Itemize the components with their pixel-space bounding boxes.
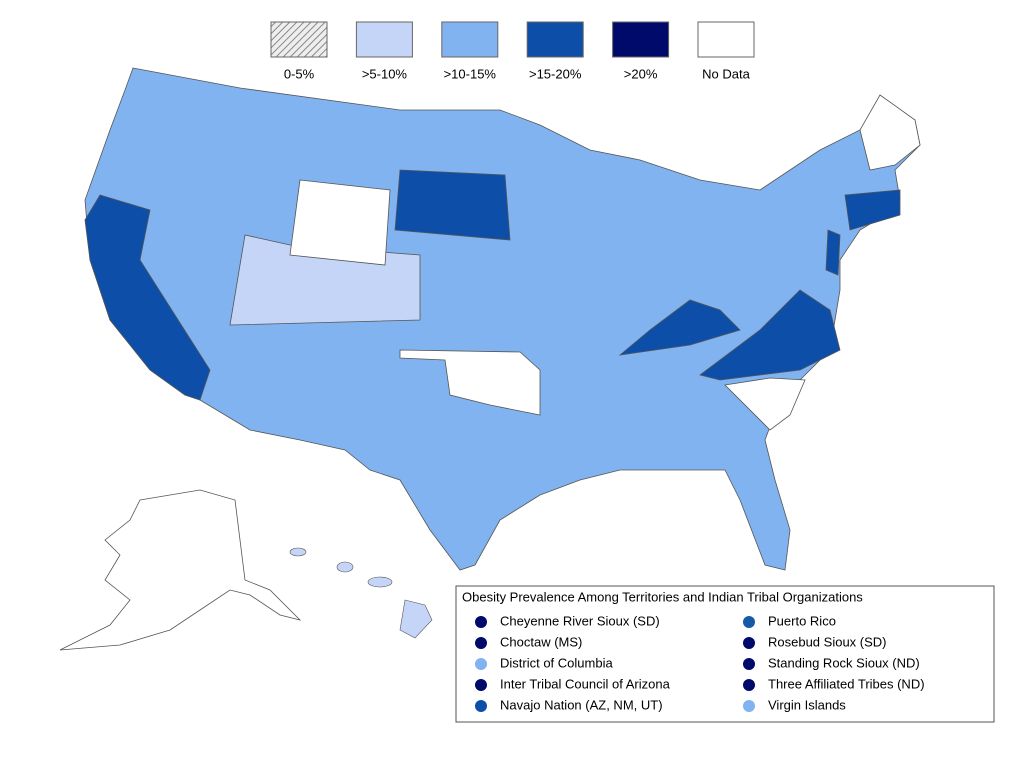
territory-name: Rosebud Sioux (SD) [768,634,887,649]
legend-label: No Data [702,66,750,81]
legend-label: >20% [624,66,658,81]
state-california [84,194,211,401]
state-wyoming [289,179,391,266]
territories-box: Obesity Prevalence Among Territories and… [455,585,995,723]
territory-dot [475,700,487,712]
territory-dot [475,637,487,649]
box-frame [455,585,995,723]
legend-swatch [355,21,413,58]
territory-name: Cheyenne River Sioux (SD) [500,613,660,628]
territory-name: District of Columbia [500,655,613,670]
territory-dot [475,658,487,670]
hawaii-island [336,561,354,573]
state-virginia-nc [699,289,841,381]
legend-label: >5-10% [362,66,408,81]
territory-dot [475,616,487,628]
territory-name: Puerto Rico [768,613,836,628]
legend-swatch [526,21,584,58]
territory-name: Standing Rock Sioux (ND) [768,655,920,670]
territory-dot [743,616,755,628]
alaska [59,489,302,651]
hawaii-island [289,547,307,557]
territory-dot [743,658,755,670]
territory-name: Choctaw (MS) [500,634,582,649]
state-oklahoma [399,349,541,416]
contiguous-us [84,67,921,571]
territory-name: Inter Tribal Council of Arizona [500,676,671,691]
state-kentucky [618,299,741,356]
territory-dot [743,679,755,691]
state-south-carolina [724,377,806,431]
territory-dot [743,700,755,712]
territory-name: Virgin Islands [768,697,846,712]
legend-swatch [441,21,499,58]
legend-label: >10-15% [444,66,497,81]
hawaii-island [367,576,393,588]
hawaii-island [399,599,433,639]
us-map [59,67,921,651]
territory-name: Three Affiliated Tribes (ND) [768,676,925,691]
legend-label: >15-20% [529,66,582,81]
territory-dot [743,637,755,649]
state-south-dakota [394,169,511,241]
state-new-jersey [825,229,841,276]
box-title: Obesity Prevalence Among Territories and… [462,589,863,604]
legend-label: 0-5% [284,66,315,81]
legend-swatch [612,21,670,58]
state-maine [859,94,921,171]
territory-dot [475,679,487,691]
territory-name: Navajo Nation (AZ, NM, UT) [500,697,663,712]
legend-swatch [697,21,755,58]
state-new-england-south [844,189,901,231]
legend-swatch [270,21,328,58]
